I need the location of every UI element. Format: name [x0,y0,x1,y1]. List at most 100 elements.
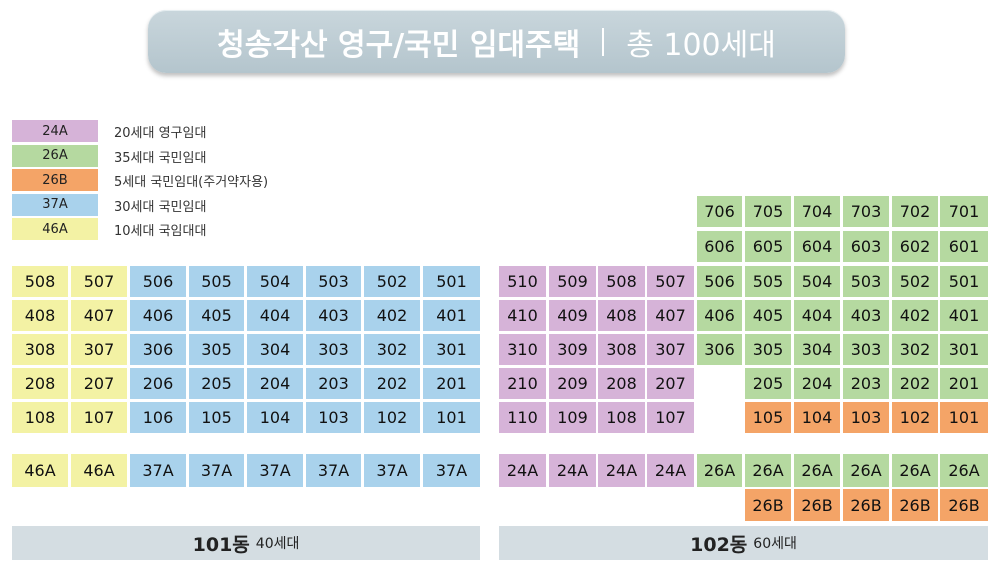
building-102-footer: 102동 60세대 [499,526,988,560]
unit-cell: 407 [647,300,694,331]
unit-type-cell: 26A [892,454,938,487]
unit-cell: 410 [499,300,546,331]
unit-cell: 101 [423,402,480,433]
unit-type-cell: 26A [843,454,889,487]
unit-type-cell: 26B [745,489,791,521]
unit-cell: 304 [247,334,303,365]
unit-cell: 402 [364,300,420,331]
unit-cell: 308 [598,334,645,365]
unit-cell: 306 [697,334,742,365]
unit-cell: 210 [499,368,546,399]
legend-swatch: 24A [12,120,98,142]
unit-cell: 408 [12,300,68,331]
unit-cell: 501 [940,266,988,297]
unit-cell: 208 [12,368,68,399]
unit-cell: 202 [364,368,420,399]
legend-label: 20세대 영구임대 [114,126,207,141]
title-banner: 청송각산 영구/국민 임대주택 총 100세대 [148,10,845,73]
unit-type-cell: 26A [940,454,988,487]
unit-cell: 209 [549,368,596,399]
unit-cell: 203 [843,368,889,399]
unit-cell: 601 [940,231,988,262]
unit-cell: 202 [892,368,938,399]
legend-item: 37A 30세대 국민임대 [12,193,332,216]
unit-type-cell: 26A [697,454,742,487]
unit-cell: 504 [247,266,303,297]
unit-cell: 310 [499,334,546,365]
unit-cell: 406 [130,300,186,331]
unit-cell: 107 [647,402,694,433]
unit-type-cell: 24A [499,454,546,487]
unit-cell: 602 [892,231,938,262]
unit-type-cell: 24A [598,454,645,487]
unit-cell: 203 [306,368,361,399]
legend-item: 46A 10세대 국임대대 [12,218,332,240]
unit-cell: 102 [892,402,938,433]
unit-cell: 506 [697,266,742,297]
legend-label: 35세대 국민임대 [114,150,207,166]
unit-cell: 508 [12,266,68,297]
unit-cell: 109 [549,402,596,433]
unit-cell: 606 [697,231,742,262]
unit-cell: 704 [794,196,840,227]
legend-item: 24A 20세대 영구임대 [12,120,332,142]
total-units: 총 100세대 [626,27,776,63]
unit-cell: 505 [189,266,244,297]
unit-type-cell: 26B [794,489,840,521]
unit-cell: 303 [843,334,889,365]
unit-cell: 605 [745,231,791,262]
unit-cell: 409 [549,300,596,331]
unit-cell: 305 [189,334,244,365]
title-separator [602,27,605,56]
unit-cell: 404 [247,300,303,331]
unit-cell: 503 [306,266,361,297]
building-102-name: 102동 [690,533,748,556]
unit-cell: 105 [745,402,791,433]
unit-cell: 307 [647,334,694,365]
unit-cell: 405 [189,300,244,331]
unit-cell: 201 [940,368,988,399]
legend-label: 5세대 국민임대(주거약자용) [114,175,269,190]
building-101-units: 40세대 [255,536,300,552]
unit-cell: 201 [423,368,480,399]
unit-type-cell: 26A [745,454,791,487]
unit-cell: 108 [12,402,68,433]
unit-cell: 504 [794,266,840,297]
legend-item: 26A 35세대 국민임대 [12,144,332,167]
unit-cell: 103 [306,402,361,433]
unit-cell: 305 [745,334,791,365]
unit-cell: 303 [306,334,361,365]
unit-cell: 508 [598,266,645,297]
unit-cell: 507 [71,266,127,297]
legend-swatch: 37A [12,193,98,216]
unit-cell: 102 [364,402,420,433]
unit-cell: 402 [892,300,938,331]
unit-cell: 502 [364,266,420,297]
page-title: 청송각산 영구/국민 임대주택 [217,27,581,63]
unit-cell: 604 [794,231,840,262]
unit-cell: 101 [940,402,988,433]
unit-cell: 404 [794,300,840,331]
unit-cell: 301 [423,334,480,365]
unit-cell: 301 [940,334,988,365]
legend-label: 10세대 국임대대 [114,224,207,239]
unit-cell: 108 [598,402,645,433]
unit-cell: 505 [745,266,791,297]
unit-cell: 506 [130,266,186,297]
unit-cell: 401 [423,300,480,331]
unit-cell: 207 [71,368,127,399]
unit-cell: 110 [499,402,546,433]
unit-type-cell: 26B [843,489,889,521]
unit-cell: 401 [940,300,988,331]
unit-cell: 105 [189,402,244,433]
unit-cell: 204 [247,368,303,399]
unit-type-cell: 37A [423,454,480,487]
unit-type-cell: 46A [71,454,127,487]
unit-cell: 702 [892,196,938,227]
building-101-name: 101동 [192,533,250,556]
unit-cell: 304 [794,334,840,365]
unit-cell: 706 [697,196,742,227]
unit-cell: 207 [647,368,694,399]
unit-cell: 107 [71,402,127,433]
unit-cell: 407 [71,300,127,331]
